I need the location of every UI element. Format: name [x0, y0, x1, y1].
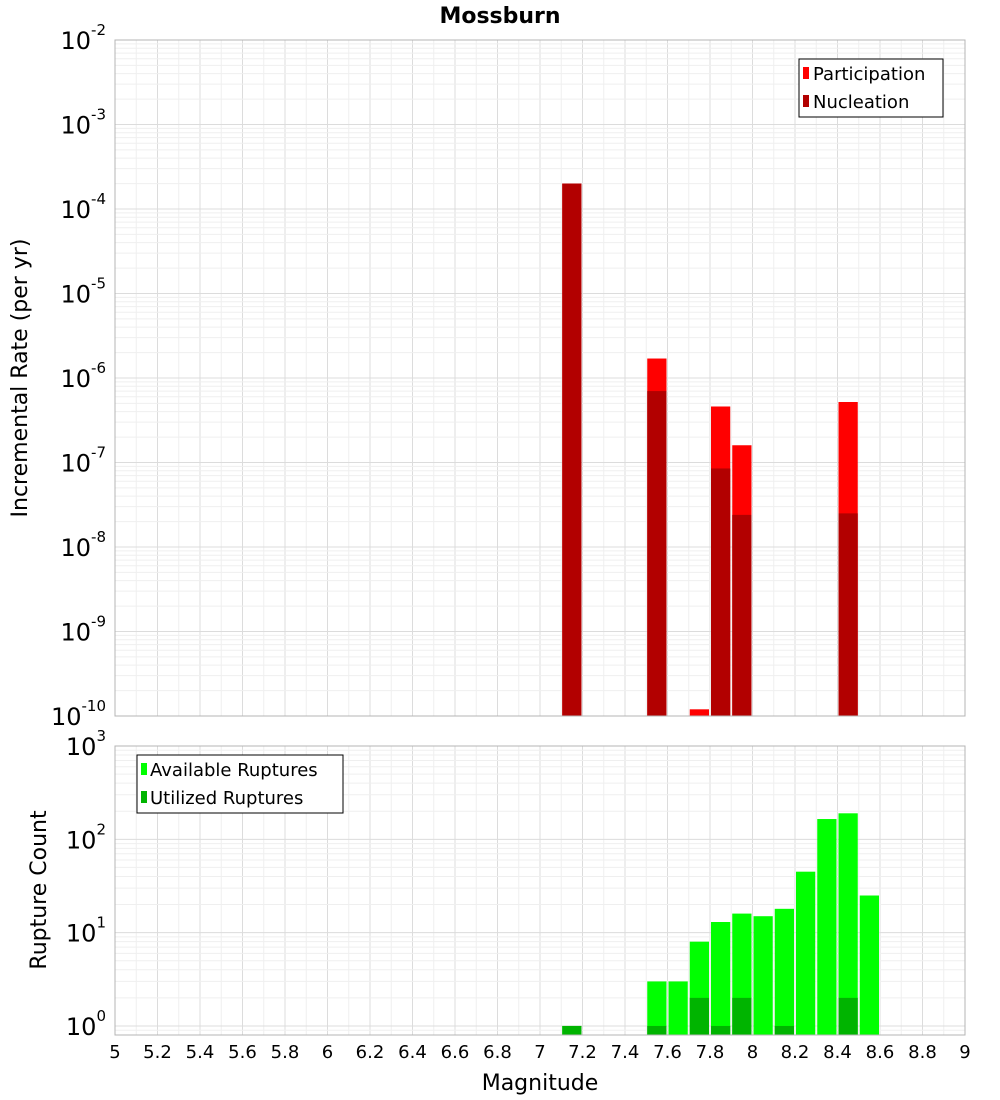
- x-tick-label: 7: [534, 1042, 545, 1063]
- utilized-legend-label: Utilized Ruptures: [150, 788, 303, 809]
- x-tick-label: 6.2: [356, 1042, 385, 1063]
- count-legend: Available Ruptures Utilized Ruptures: [136, 754, 344, 814]
- x-tick-label: 8.4: [823, 1042, 852, 1063]
- x-tick-label: 5: [109, 1042, 120, 1063]
- count-x-ticks: 5 5.2 5.4 5.6 5.8 6 6.2 6.4 6.6 6.8 7 7.2 7.4 7.6 7.8 8…: [109, 1042, 970, 1063]
- count-bars: [562, 813, 879, 1035]
- utilized-rupture-bar: [774, 1025, 794, 1035]
- x-tick-label: 6.6: [441, 1042, 470, 1063]
- utilized-rupture-bar: [732, 997, 752, 1035]
- rate-panel: 10-10 10-9 10-8 10-7 10-6 10-5 10-4 10-3 10-2 Pa…: [8, 21, 966, 731]
- x-tick-label: 5.8: [271, 1042, 300, 1063]
- rate-bars: [562, 183, 858, 716]
- utilized-rupture-bar: [689, 997, 709, 1035]
- x-tick-label: 5.6: [228, 1042, 257, 1063]
- rate-y-tick-label: 10-9: [60, 613, 106, 647]
- x-tick-label: 6.4: [398, 1042, 427, 1063]
- count-y-tick-label: 101: [66, 914, 106, 948]
- rate-y-tick-label: 10-2: [60, 21, 106, 55]
- nucleation-bar: [711, 468, 731, 716]
- available-rupture-bar: [711, 922, 731, 1035]
- x-tick-label: 7.6: [653, 1042, 682, 1063]
- available-rupture-bar: [838, 813, 858, 1035]
- available-rupture-bar: [796, 871, 816, 1035]
- participation-legend-label: Participation: [813, 64, 925, 85]
- rate-y-tick-label: 10-7: [60, 444, 106, 478]
- rate-y-tick-label: 10-5: [60, 275, 106, 309]
- utilized-rupture-bar: [647, 1025, 667, 1035]
- available-rupture-bar: [817, 819, 837, 1035]
- nucleation-bar: [647, 391, 667, 716]
- x-tick-label: 9: [959, 1042, 970, 1063]
- rate-y-tick-label: 10-4: [60, 190, 106, 224]
- rate-grid: [114, 39, 966, 717]
- utilized-rupture-bar: [562, 1025, 582, 1035]
- x-tick-label: 7.2: [568, 1042, 597, 1063]
- count-y-tick-label: 102: [66, 820, 106, 854]
- nucleation-bar: [732, 514, 752, 716]
- count-y-tick-label: 100: [66, 1007, 106, 1041]
- x-tick-label: 8: [747, 1042, 758, 1063]
- rate-y-tick-label: 10-6: [60, 359, 106, 393]
- x-tick-label: 5.2: [143, 1042, 172, 1063]
- rate-legend: Participation Nucleation: [798, 58, 944, 118]
- available-rupture-bar: [647, 981, 667, 1035]
- count-panel: 100 101 102 103 5 5.2 5.4 5.6 5.8 6 6.2 6.4 6.6 6.8 7…: [27, 727, 971, 1096]
- x-tick-label: 6.8: [483, 1042, 512, 1063]
- available-legend-swatch: [141, 763, 147, 775]
- rate-y-tick-label: 10-8: [60, 528, 106, 562]
- x-tick-label: 6: [322, 1042, 333, 1063]
- participation-legend-swatch: [803, 67, 809, 79]
- participation-bar: [689, 709, 709, 716]
- available-legend-label: Available Ruptures: [150, 760, 318, 781]
- rate-y-tick-label: 10-3: [60, 106, 106, 140]
- chart-title: Mossburn: [439, 4, 560, 29]
- available-rupture-bar: [753, 916, 773, 1035]
- rate-y-ticks: 10-10 10-9 10-8 10-7 10-6 10-5 10-4 10-3 10-2: [51, 21, 106, 731]
- nucleation-bar: [562, 183, 582, 716]
- count-y-ticks: 100 101 102 103: [66, 727, 106, 1041]
- count-y-tick-label: 103: [66, 727, 106, 761]
- nucleation-legend-label: Nucleation: [813, 92, 909, 113]
- available-rupture-bar: [668, 981, 688, 1035]
- x-tick-label: 8.6: [866, 1042, 895, 1063]
- x-tick-label: 8.8: [908, 1042, 937, 1063]
- utilized-rupture-bar: [838, 997, 858, 1035]
- count-y-axis-title: Rupture Count: [27, 810, 52, 970]
- x-tick-label: 8.2: [781, 1042, 810, 1063]
- x-tick-label: 5.4: [186, 1042, 215, 1063]
- x-axis-title: Magnitude: [482, 1071, 599, 1096]
- available-rupture-bar: [859, 895, 879, 1035]
- rate-y-axis-title: Incremental Rate (per yr): [8, 239, 33, 518]
- x-tick-label: 7.4: [611, 1042, 640, 1063]
- available-rupture-bar: [774, 908, 794, 1035]
- rate-legend-box: [798, 58, 944, 118]
- count-legend-box: [136, 754, 344, 814]
- nucleation-bar: [838, 513, 858, 716]
- rate-y-tick-label: 10-10: [51, 697, 106, 731]
- utilized-rupture-bar: [711, 1025, 731, 1035]
- nucleation-legend-swatch: [803, 95, 809, 107]
- x-tick-label: 7.8: [696, 1042, 725, 1063]
- utilized-legend-swatch: [141, 791, 147, 803]
